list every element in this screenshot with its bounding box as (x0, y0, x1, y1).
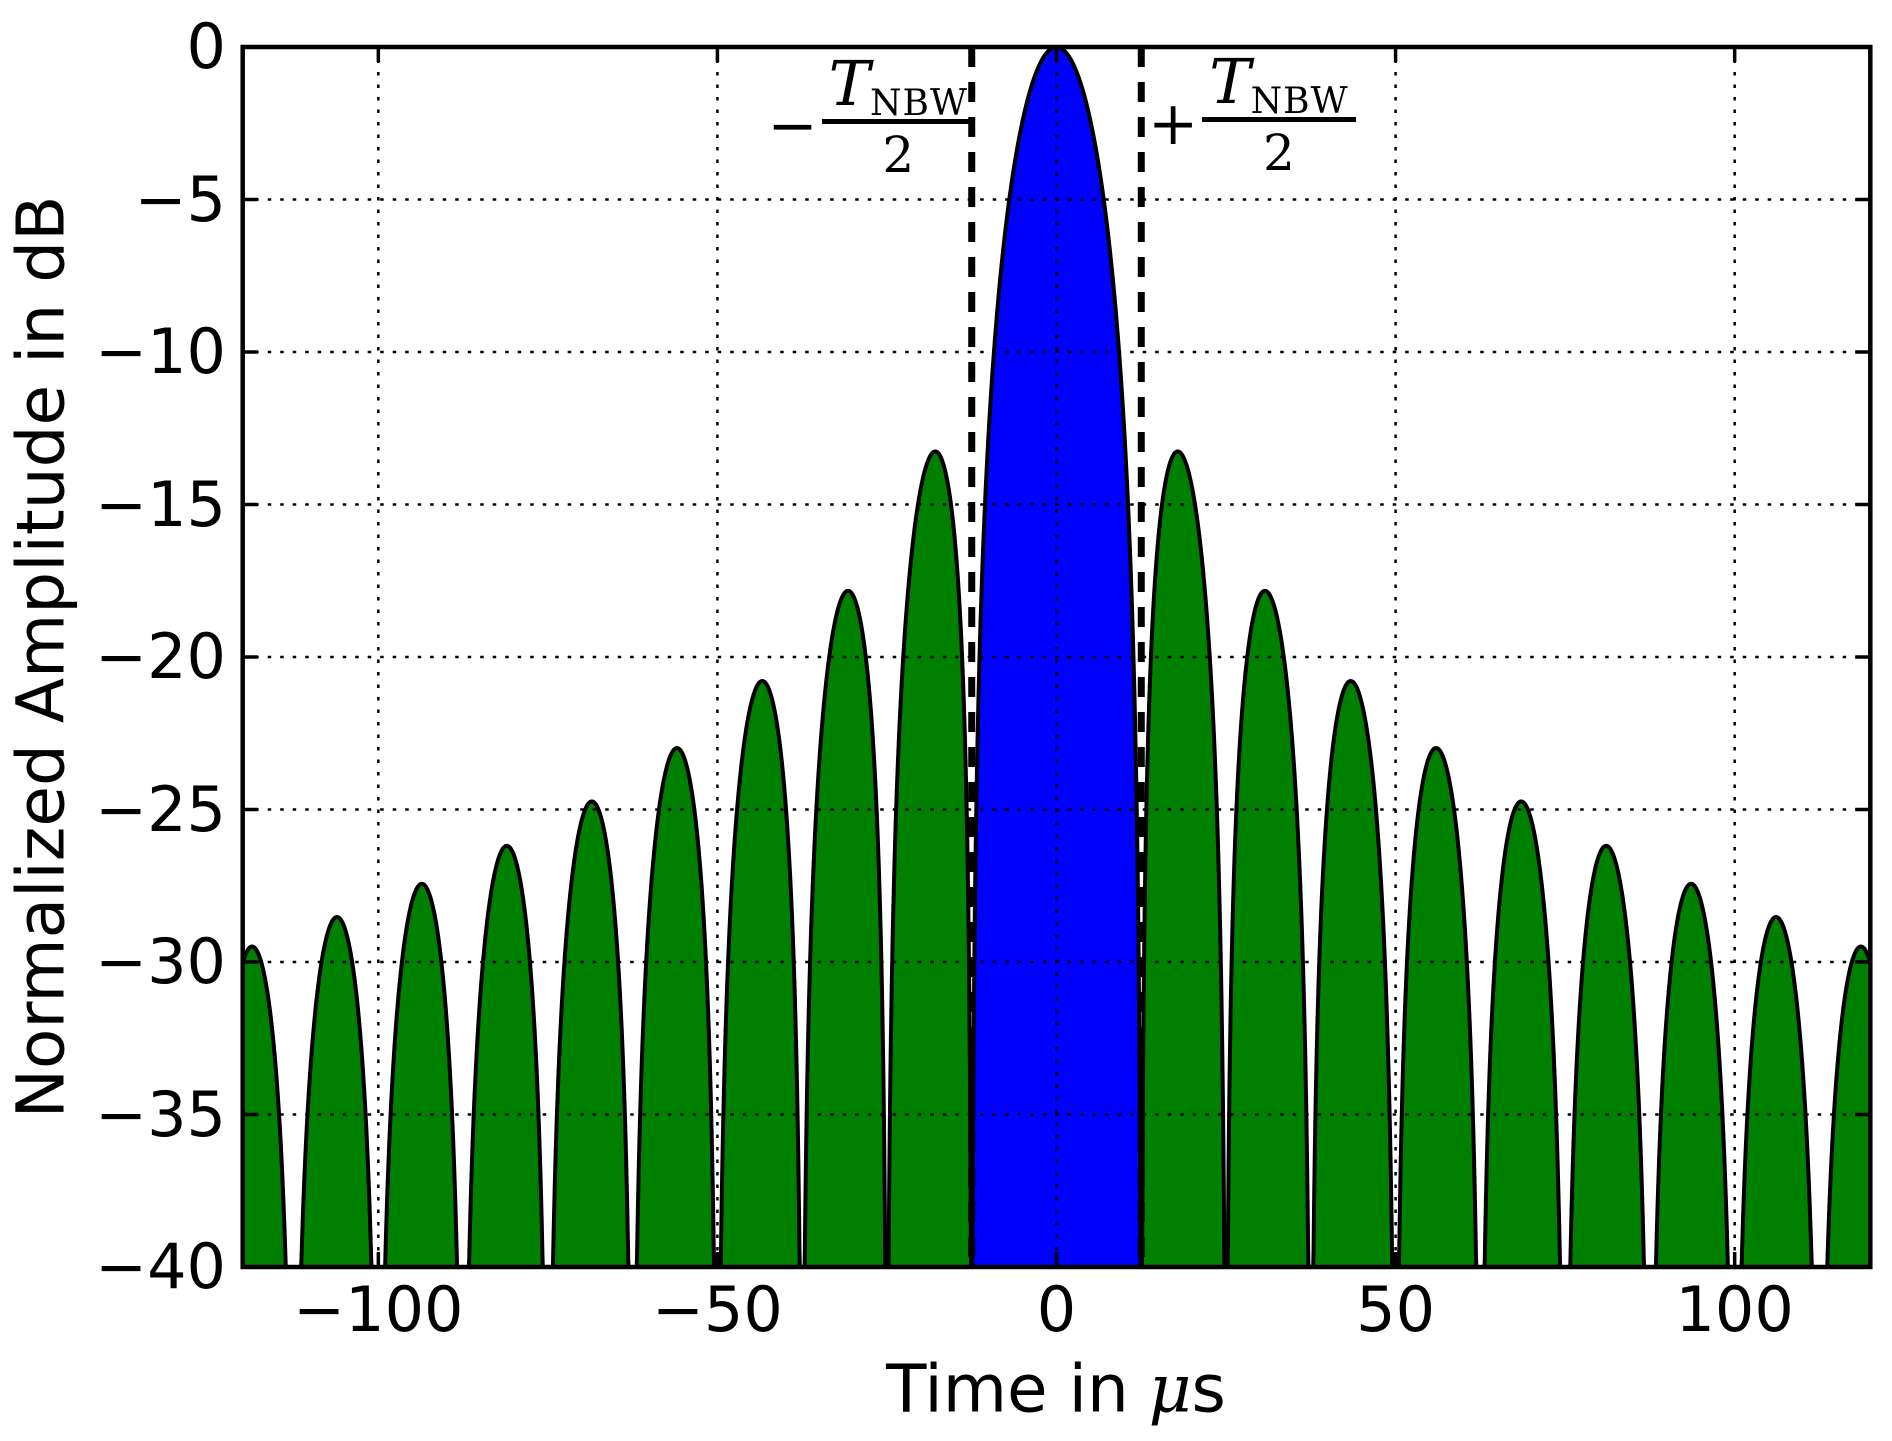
sidelobe-fill (886, 451, 972, 1268)
sidelobe-outline (1733, 915, 1822, 1269)
sidelobe-fill (717, 681, 803, 1267)
gridlines (242, 47, 1871, 1267)
x-tick-label: 50 (1356, 1273, 1436, 1346)
sidelobe-outline (291, 915, 380, 1269)
x-axis-title: Time in μs (886, 1350, 1226, 1428)
nbw-subscript: NBW (870, 83, 968, 124)
fraction-right: TNBW 2 (1202, 50, 1356, 183)
plus-sign: + (1148, 89, 1199, 159)
y-tick-label: −30 (95, 925, 226, 998)
sidelobe-fill (1310, 681, 1396, 1267)
y-tick-label: 0 (186, 10, 226, 83)
x-axis-title-unit: s (1191, 1350, 1226, 1428)
sidelobe-outline (1478, 799, 1567, 1269)
annotation-plus-tnbw-half: + TNBW 2 (1148, 50, 1356, 178)
sidelobe-outline (376, 881, 465, 1269)
x-tick-label: −50 (651, 1273, 783, 1346)
sidelobe-fill (632, 748, 718, 1267)
x-tick-label: 0 (1036, 1273, 1077, 1346)
sidelobe-outline (800, 588, 889, 1269)
t-symbol: T (1209, 45, 1251, 118)
sidelobe-fill (1141, 451, 1227, 1268)
fraction-left-denominator: 2 (882, 126, 915, 185)
y-tick-label: −35 (95, 1077, 226, 1151)
fraction-left-numerator: TNBW (821, 52, 975, 125)
y-tick-label: −20 (95, 620, 226, 693)
tnbw-marker-lines (968, 47, 1145, 1267)
y-tick-label: −15 (95, 467, 226, 541)
sidelobe-outline (461, 843, 550, 1269)
sidelobe-outline (1648, 881, 1737, 1269)
sidelobe-fill (1395, 748, 1481, 1267)
y-axis-title: Normalized Amplitude in dB (2, 195, 80, 1119)
sidelobe-outline (885, 449, 974, 1269)
axes-frame (240, 44, 1873, 1270)
annotation-minus-tnbw-half: − TNBW 2 (767, 52, 975, 180)
y-tick-label: −25 (95, 772, 226, 846)
sidelobe-fill (802, 590, 887, 1267)
fraction-right-denominator: 2 (1263, 124, 1295, 183)
sidelobe-fill (1226, 590, 1311, 1267)
y-tick-label: −10 (95, 315, 226, 388)
mu-symbol: μ (1148, 1350, 1192, 1428)
x-tick-label: 100 (1675, 1273, 1794, 1346)
x-axis-title-text: Time in (886, 1350, 1129, 1428)
x-tick-label: −100 (293, 1273, 464, 1346)
sidelobe-outline (715, 679, 804, 1269)
y-tick-label: −40 (95, 1230, 226, 1303)
t-symbol: T (828, 47, 871, 120)
fraction-left: TNBW 2 (821, 52, 975, 185)
minus-sign: − (767, 91, 818, 161)
sidelobe-outline (1393, 746, 1483, 1269)
sidelobe-outline (546, 799, 635, 1269)
sidelobe-outline (1139, 449, 1228, 1269)
sidelobe-outline (1563, 843, 1652, 1269)
sidelobe-outline (240, 944, 296, 1269)
nbw-subscript: NBW (1250, 81, 1349, 122)
sidelobe-outline (1224, 588, 1313, 1269)
lobe-fills (242, 47, 1871, 1268)
fraction-right-numerator: TNBW (1202, 50, 1356, 123)
sidelobe-outline (1309, 679, 1398, 1269)
sidelobe-outline (630, 746, 720, 1269)
y-tick-label: −5 (134, 162, 226, 236)
sidelobe-outline (1817, 944, 1873, 1269)
